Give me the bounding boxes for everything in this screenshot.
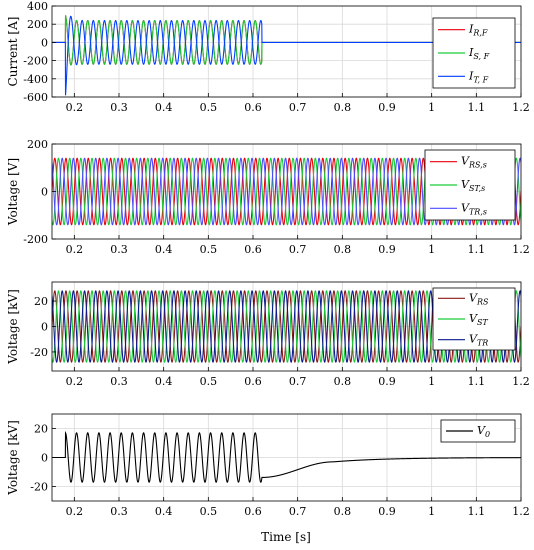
y-tick-label: -400: [23, 73, 48, 86]
x-tick-label: 0.2: [66, 243, 84, 256]
x-tick-label: 1: [428, 505, 435, 518]
legend-entry-label: VRS: [469, 291, 489, 306]
x-tick-label: 0.3: [110, 505, 128, 518]
y-tick-label: 200: [27, 18, 48, 31]
y-tick-label: 0: [41, 452, 48, 465]
legend: V0: [440, 419, 516, 443]
x-tick-label: 1.2: [512, 243, 530, 256]
plot-frame: [51, 5, 522, 98]
legend: IR,F IS, F IT, F: [432, 17, 516, 89]
y-tick-label: -20: [30, 481, 48, 494]
x-tick-label: 1.2: [512, 375, 530, 388]
x-tick-label: 1: [428, 101, 435, 114]
x-tick-label: 0.2: [66, 375, 84, 388]
x-tick-label: 0.4: [155, 375, 173, 388]
x-tick-label: 0.9: [378, 101, 396, 114]
y-tick-label: 400: [27, 0, 48, 13]
x-tick-label: 0.8: [334, 505, 352, 518]
x-tick-label: 0.2: [66, 505, 84, 518]
y-axis-label: Voltage [V]: [6, 158, 20, 226]
series-line-v-st: [52, 290, 521, 363]
y-axis-label: Voltage [kV]: [6, 289, 20, 365]
legend-entry-label: IT, F: [468, 69, 489, 84]
y-axis-label: Current [A]: [6, 17, 20, 87]
legend: VRS VST VTR: [432, 287, 516, 351]
y-tick-label: -600: [23, 91, 48, 104]
x-tick-label: 0.3: [110, 243, 128, 256]
x-tick-label: 0.6: [244, 101, 262, 114]
x-tick-label: 1: [428, 375, 435, 388]
x-tick-label: 0.5: [200, 101, 218, 114]
x-tick-label: 1.1: [468, 101, 486, 114]
y-tick-label: 0: [41, 321, 48, 334]
y-tick-label: -20: [30, 346, 48, 359]
x-tick-label: 0.5: [200, 505, 218, 518]
x-tick-label: 1.1: [468, 505, 486, 518]
y-tick-label: 20: [34, 423, 48, 436]
legend-entry-label: IR,F: [468, 23, 488, 38]
chart-panel-4: 0.2 0.3 0.4 0.5 0.6 0.7 0.8 0.9 1 1.1 1.2 20 0 -20 Vol…: [6, 413, 530, 518]
x-tick-label: 0.7: [289, 505, 307, 518]
x-tick-label: 0.8: [334, 243, 352, 256]
x-tick-label: 0.6: [244, 505, 262, 518]
x-tick-label: 0.8: [334, 375, 352, 388]
x-tick-label: 0.9: [378, 375, 396, 388]
x-tick-label: 0.4: [155, 505, 173, 518]
chart-panel-2: 0.2 0.3 0.4 0.5 0.6 0.7 0.8 0.9 1 1.1 1.22000-200V…: [6, 138, 530, 256]
y-tick-label: -200: [23, 55, 48, 68]
legend-entry-label: VTR,s: [461, 201, 487, 216]
x-tick-label: 0.8: [334, 101, 352, 114]
legend-entry-label: IS, F: [468, 46, 490, 61]
legend-entry-label: VST: [469, 312, 488, 327]
x-tick-label: 1.2: [512, 505, 530, 518]
x-axis-label: Time [s]: [261, 530, 311, 544]
x-tick-label: 0.6: [244, 375, 262, 388]
x-tick-label: 0.9: [378, 243, 396, 256]
y-tick-label: -200: [23, 233, 48, 246]
legend-entry-label: VRS,s: [461, 155, 487, 170]
series-line-v-0: [52, 430, 521, 483]
x-tick-label: 1: [428, 243, 435, 256]
legend-entry-label: V0: [477, 424, 490, 439]
legend: VRS,s VST,s VTR,s: [424, 149, 516, 221]
legend-box: [440, 419, 516, 443]
x-tick-label: 0.4: [155, 101, 173, 114]
x-tick-label: 0.5: [200, 375, 218, 388]
x-tick-label: 1.1: [468, 375, 486, 388]
x-tick-label: 0.9: [378, 505, 396, 518]
x-tick-label: 0.7: [289, 375, 307, 388]
x-tick-label: 0.3: [110, 101, 128, 114]
x-tick-label: 0.3: [110, 375, 128, 388]
y-tick-label: 0: [41, 186, 48, 199]
legend-entry-label: VST,s: [461, 178, 485, 193]
y-tick-label: 200: [27, 138, 48, 151]
legend-entry-label: VTR: [469, 333, 488, 348]
chart-panel-1: 0.2 0.3 0.4 0.5 0.6 0.7 0.8 0.9 1 1.1 1.2 400 200 0 -2…: [6, 0, 530, 114]
chart-panel-3: 0.2 0.3 0.4 0.5 0.6 0.7 0.8 0.9 1 1.1 1.2 20 0 -20 Vol…: [6, 281, 530, 388]
y-tick-label: 20: [34, 295, 48, 308]
x-tick-label: 0.7: [289, 243, 307, 256]
x-tick-label: 0.2: [66, 101, 84, 114]
x-tick-label: 0.7: [289, 101, 307, 114]
x-tick-label: 0.4: [155, 243, 173, 256]
x-tick-label: 0.6: [244, 243, 262, 256]
x-tick-label: 1.1: [468, 243, 486, 256]
x-tick-label: 0.5: [200, 243, 218, 256]
y-tick-label: 0: [41, 36, 48, 49]
y-axis-label: Voltage [kV]: [6, 420, 20, 496]
x-tick-label: 1.2: [512, 101, 530, 114]
